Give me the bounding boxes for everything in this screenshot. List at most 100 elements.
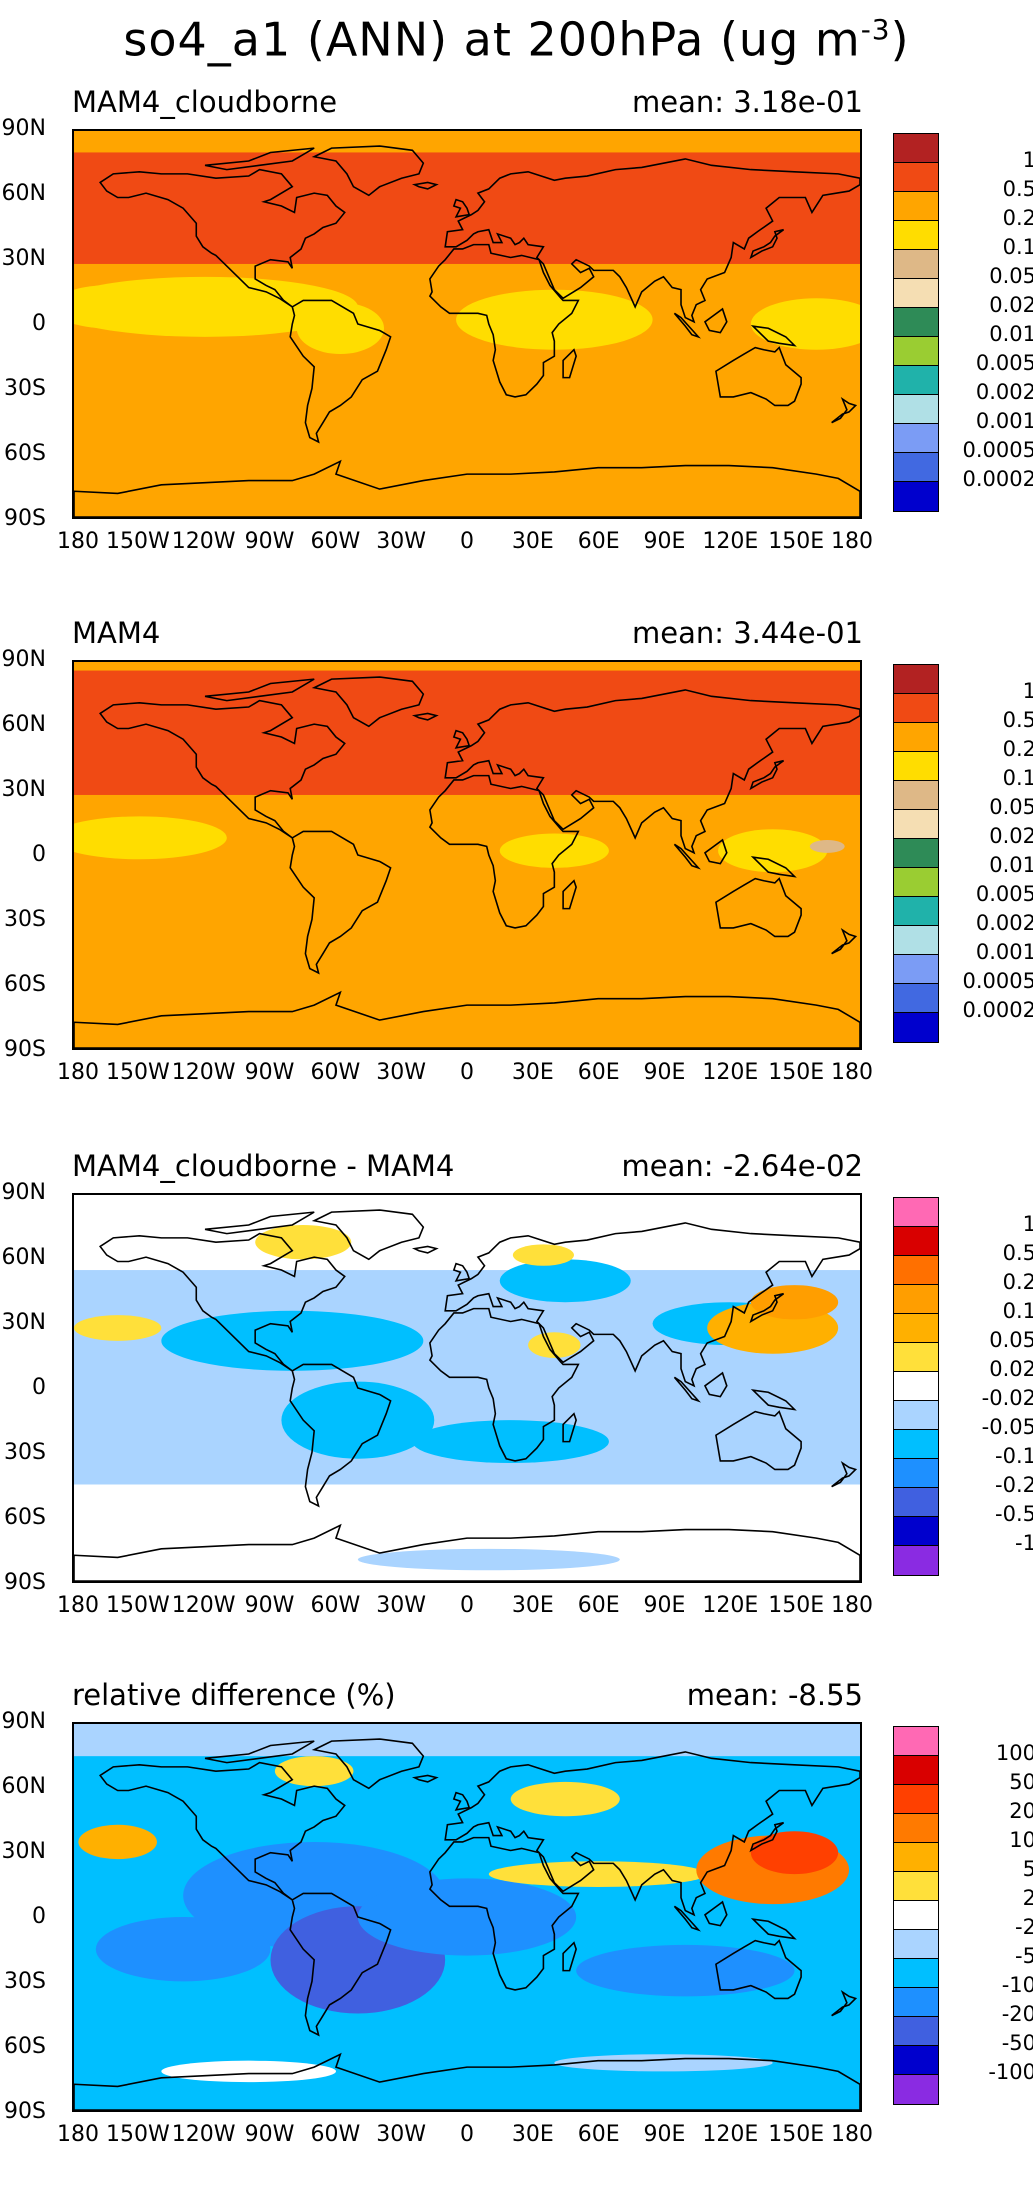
lon-tick-label: 90E — [643, 2122, 686, 2147]
coastline-south-america — [289, 1363, 392, 1508]
colorbar-label: 0.2 — [1002, 1270, 1033, 1294]
colorbar-label: 0.002 — [975, 380, 1033, 404]
colorbar-label: 0.02 — [989, 824, 1033, 848]
colorbar-swatch — [894, 1314, 938, 1343]
colorbar-swatch — [894, 752, 938, 781]
lon-tick-label: 120W — [171, 1593, 236, 1618]
colorbar-label: 0.1 — [1002, 766, 1033, 790]
colorbar-swatch — [894, 2075, 938, 2104]
colorbar-swatch — [894, 134, 938, 163]
lat-tick-label: 30S — [4, 907, 46, 932]
coastline-madagascar — [562, 1941, 577, 1972]
colorbar-swatch — [894, 1727, 938, 1756]
field-band-pole — [74, 131, 860, 149]
colorbar-swatch — [894, 163, 938, 192]
coastline-new-zealand — [831, 1989, 858, 2017]
coastline-uk — [452, 729, 471, 749]
colorbar-label: -1 — [1015, 1531, 1033, 1555]
colorbar-label: 0.01 — [989, 853, 1033, 877]
coastline-north-america — [99, 699, 346, 839]
lon-tick-label: 60W — [310, 2122, 361, 2147]
lon-tick-label: 60E — [577, 1593, 620, 1618]
lat-tick-label: 30S — [4, 1440, 46, 1465]
coastline-new-zealand — [831, 927, 858, 955]
lon-tick-label: 60E — [577, 1060, 620, 1085]
field-blob — [512, 1244, 574, 1266]
colorbar-swatch — [894, 1785, 938, 1814]
colorbar-swatch — [894, 453, 938, 482]
coastline-australia — [715, 1939, 802, 2000]
coastline-uk — [452, 198, 471, 218]
colorbar — [893, 133, 939, 512]
panel-title: MAM4_cloudborne — [72, 85, 338, 119]
lat-tick-label: 30S — [4, 376, 46, 401]
field-blob — [296, 302, 385, 355]
colorbar-label: 0.001 — [975, 940, 1033, 964]
map-svg — [74, 1195, 860, 1581]
lon-tick-label: 60E — [577, 2122, 620, 2147]
coastline-australia — [715, 877, 802, 938]
colorbar-label: 0.5 — [1002, 708, 1033, 732]
lat-tick-label: 90N — [1, 1709, 46, 1734]
lon-tick-label: 120E — [702, 2122, 759, 2147]
coastline-eurasia — [444, 1751, 860, 1917]
panel-title: relative difference (%) — [72, 1678, 396, 1712]
field-blob — [750, 1831, 839, 1875]
colorbar-label: -0.02 — [981, 1386, 1033, 1410]
colorbar-label: 1 — [1022, 679, 1033, 703]
coastline-arctic-islands — [204, 1740, 315, 1764]
lat-tick-label: 30N — [1, 246, 46, 271]
coastline-antarctica — [74, 2052, 860, 2110]
field-blob — [554, 2054, 773, 2072]
coastline-greenland — [311, 1738, 425, 1790]
coastline-borneo — [703, 1371, 728, 1398]
colorbar-label: 0.0005 — [962, 438, 1033, 462]
coastline-north-america — [99, 1232, 346, 1372]
coastline-eurasia — [444, 689, 860, 855]
colorbar-swatch — [894, 1372, 938, 1401]
coastline-japan — [749, 759, 785, 791]
colorbar-swatch — [894, 1843, 938, 1872]
lon-tick-label: 150W — [105, 2122, 170, 2147]
colorbar-swatch — [894, 781, 938, 810]
lon-tick-label: 120W — [171, 1060, 236, 1085]
colorbar-label: 0.2 — [1002, 737, 1033, 761]
coastline-north-america — [99, 168, 346, 308]
colorbar-swatch — [894, 1488, 938, 1517]
map-svg — [74, 1724, 860, 2110]
colorbar — [893, 664, 939, 1043]
colorbar-label: 0.05 — [989, 795, 1033, 819]
field-blob — [78, 1824, 157, 1860]
map-plot — [72, 660, 862, 1050]
colorbar-swatch — [894, 1198, 938, 1227]
lon-tick-label: 180 — [57, 1060, 99, 1085]
coastline-borneo — [703, 1900, 728, 1927]
lat-tick-label: 90S — [4, 2099, 46, 2124]
lon-tick-label: 0 — [460, 529, 474, 554]
coastline-japan — [749, 1292, 785, 1324]
lon-tick-label: 150E — [768, 1060, 825, 1085]
lon-tick-label: 180 — [831, 2122, 873, 2147]
coastline-south-america — [289, 830, 392, 975]
field-blob — [576, 1944, 795, 1997]
map-panel: MAM4_cloudborne - MAM4 mean: -2.64e-02 90N… — [0, 1149, 1033, 1679]
lat-tick-label: 0 — [32, 842, 46, 867]
coastline-arctic-islands — [204, 1211, 315, 1235]
panel-title: MAM4_cloudborne - MAM4 — [72, 1149, 455, 1183]
coastline-africa — [428, 1836, 580, 1991]
field-blob — [718, 829, 828, 873]
lat-tick-label: 30N — [1, 777, 46, 802]
field-band-high — [74, 670, 860, 795]
colorbar-swatch — [894, 897, 938, 926]
colorbar-label: 0.001 — [975, 409, 1033, 433]
coastline-uk — [452, 1262, 471, 1282]
colorbar-label: 0.01 — [989, 322, 1033, 346]
colorbar-swatch — [894, 308, 938, 337]
map-panel: MAM4_cloudborne mean: 3.18e-01 90N 60N 30N 0 3… — [0, 85, 1033, 615]
lon-tick-label: 90E — [643, 1060, 686, 1085]
lon-tick-label: 0 — [460, 1593, 474, 1618]
lat-tick-label: 0 — [32, 1375, 46, 1400]
lon-tick-label: 0 — [460, 1060, 474, 1085]
colorbar-label: 0.5 — [1002, 177, 1033, 201]
coastline-south-america — [289, 299, 392, 444]
